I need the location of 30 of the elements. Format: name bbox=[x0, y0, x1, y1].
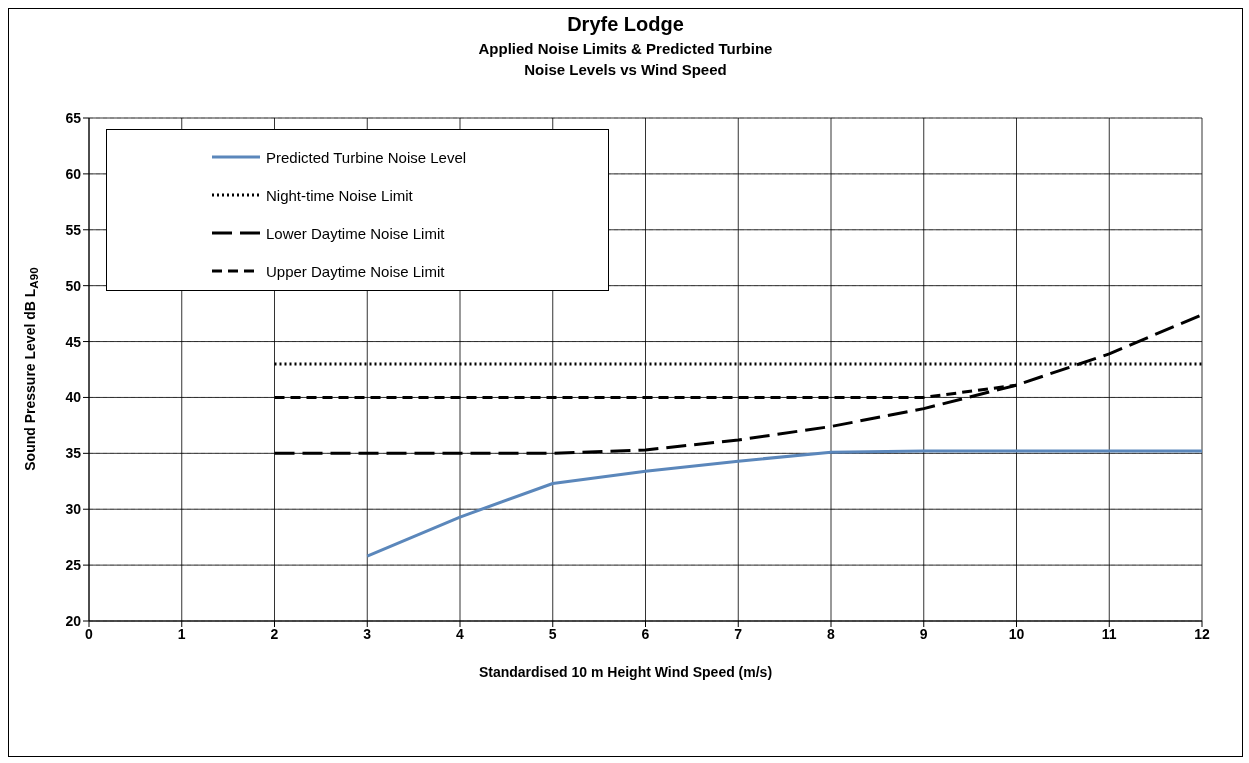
x-tick-label: 4 bbox=[456, 625, 465, 642]
y-tick-label: 40 bbox=[65, 389, 82, 406]
chart-subtitle: Applied Noise Limits & Predicted Turbine Noise Levels vs Wind Speed bbox=[477, 39, 774, 80]
chart-title: Dryfe Lodge bbox=[566, 13, 685, 36]
x-tick-label: 1 bbox=[177, 625, 186, 642]
x-tick-label: 9 bbox=[919, 625, 928, 642]
y-tick-label: 35 bbox=[65, 445, 82, 462]
legend-label: Upper Daytime Noise Limit bbox=[266, 262, 445, 280]
y-tick-label: 20 bbox=[65, 613, 82, 629]
y-tick-label: 60 bbox=[65, 165, 82, 182]
x-tick-label: 3 bbox=[363, 625, 372, 642]
x-tick-label: 6 bbox=[641, 625, 650, 642]
legend-label: Lower Daytime Noise Limit bbox=[266, 224, 445, 242]
x-tick-label: 8 bbox=[827, 625, 836, 642]
legend-label: Night-time Noise Limit bbox=[266, 186, 413, 204]
y-tick-label: 45 bbox=[65, 333, 82, 350]
y-tick-label: 25 bbox=[65, 557, 82, 574]
x-tick-label: 11 bbox=[1101, 625, 1117, 642]
x-tick-label: 2 bbox=[270, 625, 279, 642]
x-tick-label: 10 bbox=[1008, 625, 1025, 642]
y-tick-label: 50 bbox=[65, 277, 82, 294]
x-tick-label: 0 bbox=[85, 625, 94, 642]
x-tick-label: 7 bbox=[734, 625, 743, 642]
y-tick-label: 65 bbox=[65, 110, 82, 126]
x-axis-title: Standardised 10 m Height Wind Speed (m/s) bbox=[477, 664, 774, 680]
y-tick-label: 30 bbox=[65, 501, 82, 518]
legend-label: Predicted Turbine Noise Level bbox=[266, 148, 467, 166]
x-tick-label: 5 bbox=[548, 625, 557, 642]
x-tick-label: 12 bbox=[1194, 625, 1210, 642]
y-tick-label: 55 bbox=[65, 221, 82, 238]
